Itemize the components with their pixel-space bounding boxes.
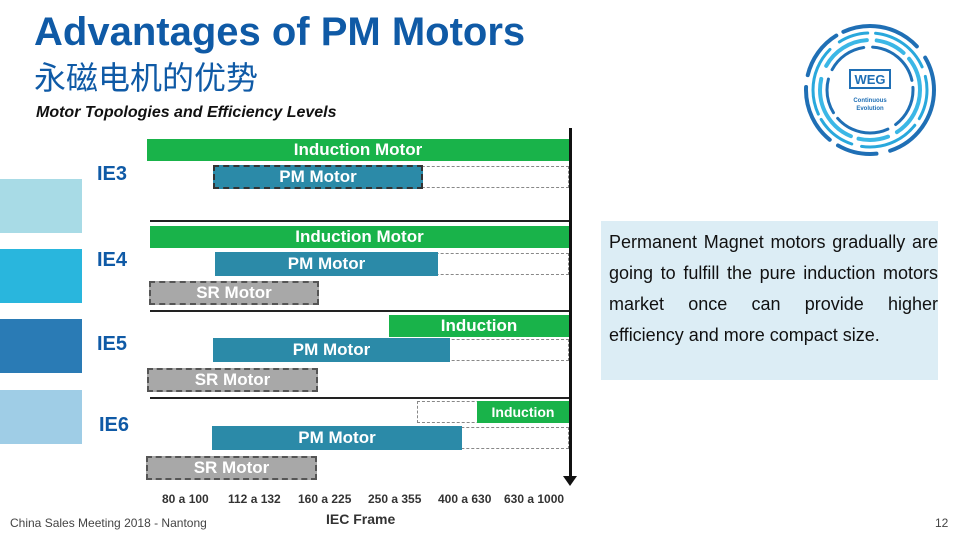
ie3-swatch (0, 179, 82, 233)
ie4-induction-bar: Induction Motor (150, 226, 569, 248)
separator-ie3-ie4 (150, 220, 570, 222)
limit-axis-line (569, 128, 572, 480)
logo-brand: WEG (854, 72, 885, 87)
tick-label: 160 a 225 (298, 492, 352, 506)
summary-text: Permanent Magnet motors gradually are go… (609, 232, 938, 345)
level-label-ie6: IE6 (99, 414, 130, 436)
ie6-induction-bar: Induction (477, 401, 569, 423)
page-number: 12 (935, 516, 949, 530)
tick-label: 112 a 132 (228, 492, 281, 506)
footer-text: China Sales Meeting 2018 - Nantong (10, 516, 207, 530)
ie5-sr-bar: SR Motor (147, 368, 318, 392)
tick-label: 250 a 355 (368, 492, 422, 506)
tick-label: 400 a 630 (438, 492, 492, 506)
ie6-pm-bar: PM Motor (212, 426, 462, 450)
axis-arrow-icon (563, 476, 577, 486)
ie6-swatch (0, 390, 82, 444)
ie3-pm-bar: PM Motor (213, 165, 423, 189)
ie4-pm-bar: PM Motor (215, 252, 438, 276)
ie4-sr-bar: SR Motor (149, 281, 319, 305)
level-label-ie4: IE4 (97, 249, 128, 271)
ie4-swatch (0, 249, 82, 303)
tick-label: 630 a 1000 (504, 492, 565, 506)
ie5-swatch (0, 319, 82, 373)
chart-subtitle: Motor Topologies and Efficiency Levels (36, 104, 337, 121)
ie5-induction-bar: Induction (389, 315, 569, 337)
level-label-ie5: IE5 (97, 333, 128, 355)
logo-tagline-1: Continuous (853, 98, 887, 104)
tick-label: 80 a 100 (162, 492, 209, 506)
separator-ie5-ie6 (150, 397, 570, 399)
page-title-chinese: 永磁电机的优势 (34, 59, 259, 97)
separator-ie4-ie5 (150, 310, 570, 312)
logo-tagline-2: Evolution (856, 106, 884, 112)
x-axis-label: IEC Frame (326, 511, 396, 527)
ie6-sr-bar: SR Motor (146, 456, 317, 480)
level-label-ie3: IE3 (97, 163, 128, 185)
ie3-induction-bar: Induction Motor (147, 139, 569, 161)
weg-logo: WEG Continuous Evolution (804, 24, 936, 156)
ie5-pm-bar: PM Motor (213, 338, 450, 362)
page-title: Advantages of PM Motors (34, 10, 526, 54)
summary-textbox: Permanent Magnet motors gradually are go… (601, 221, 938, 380)
